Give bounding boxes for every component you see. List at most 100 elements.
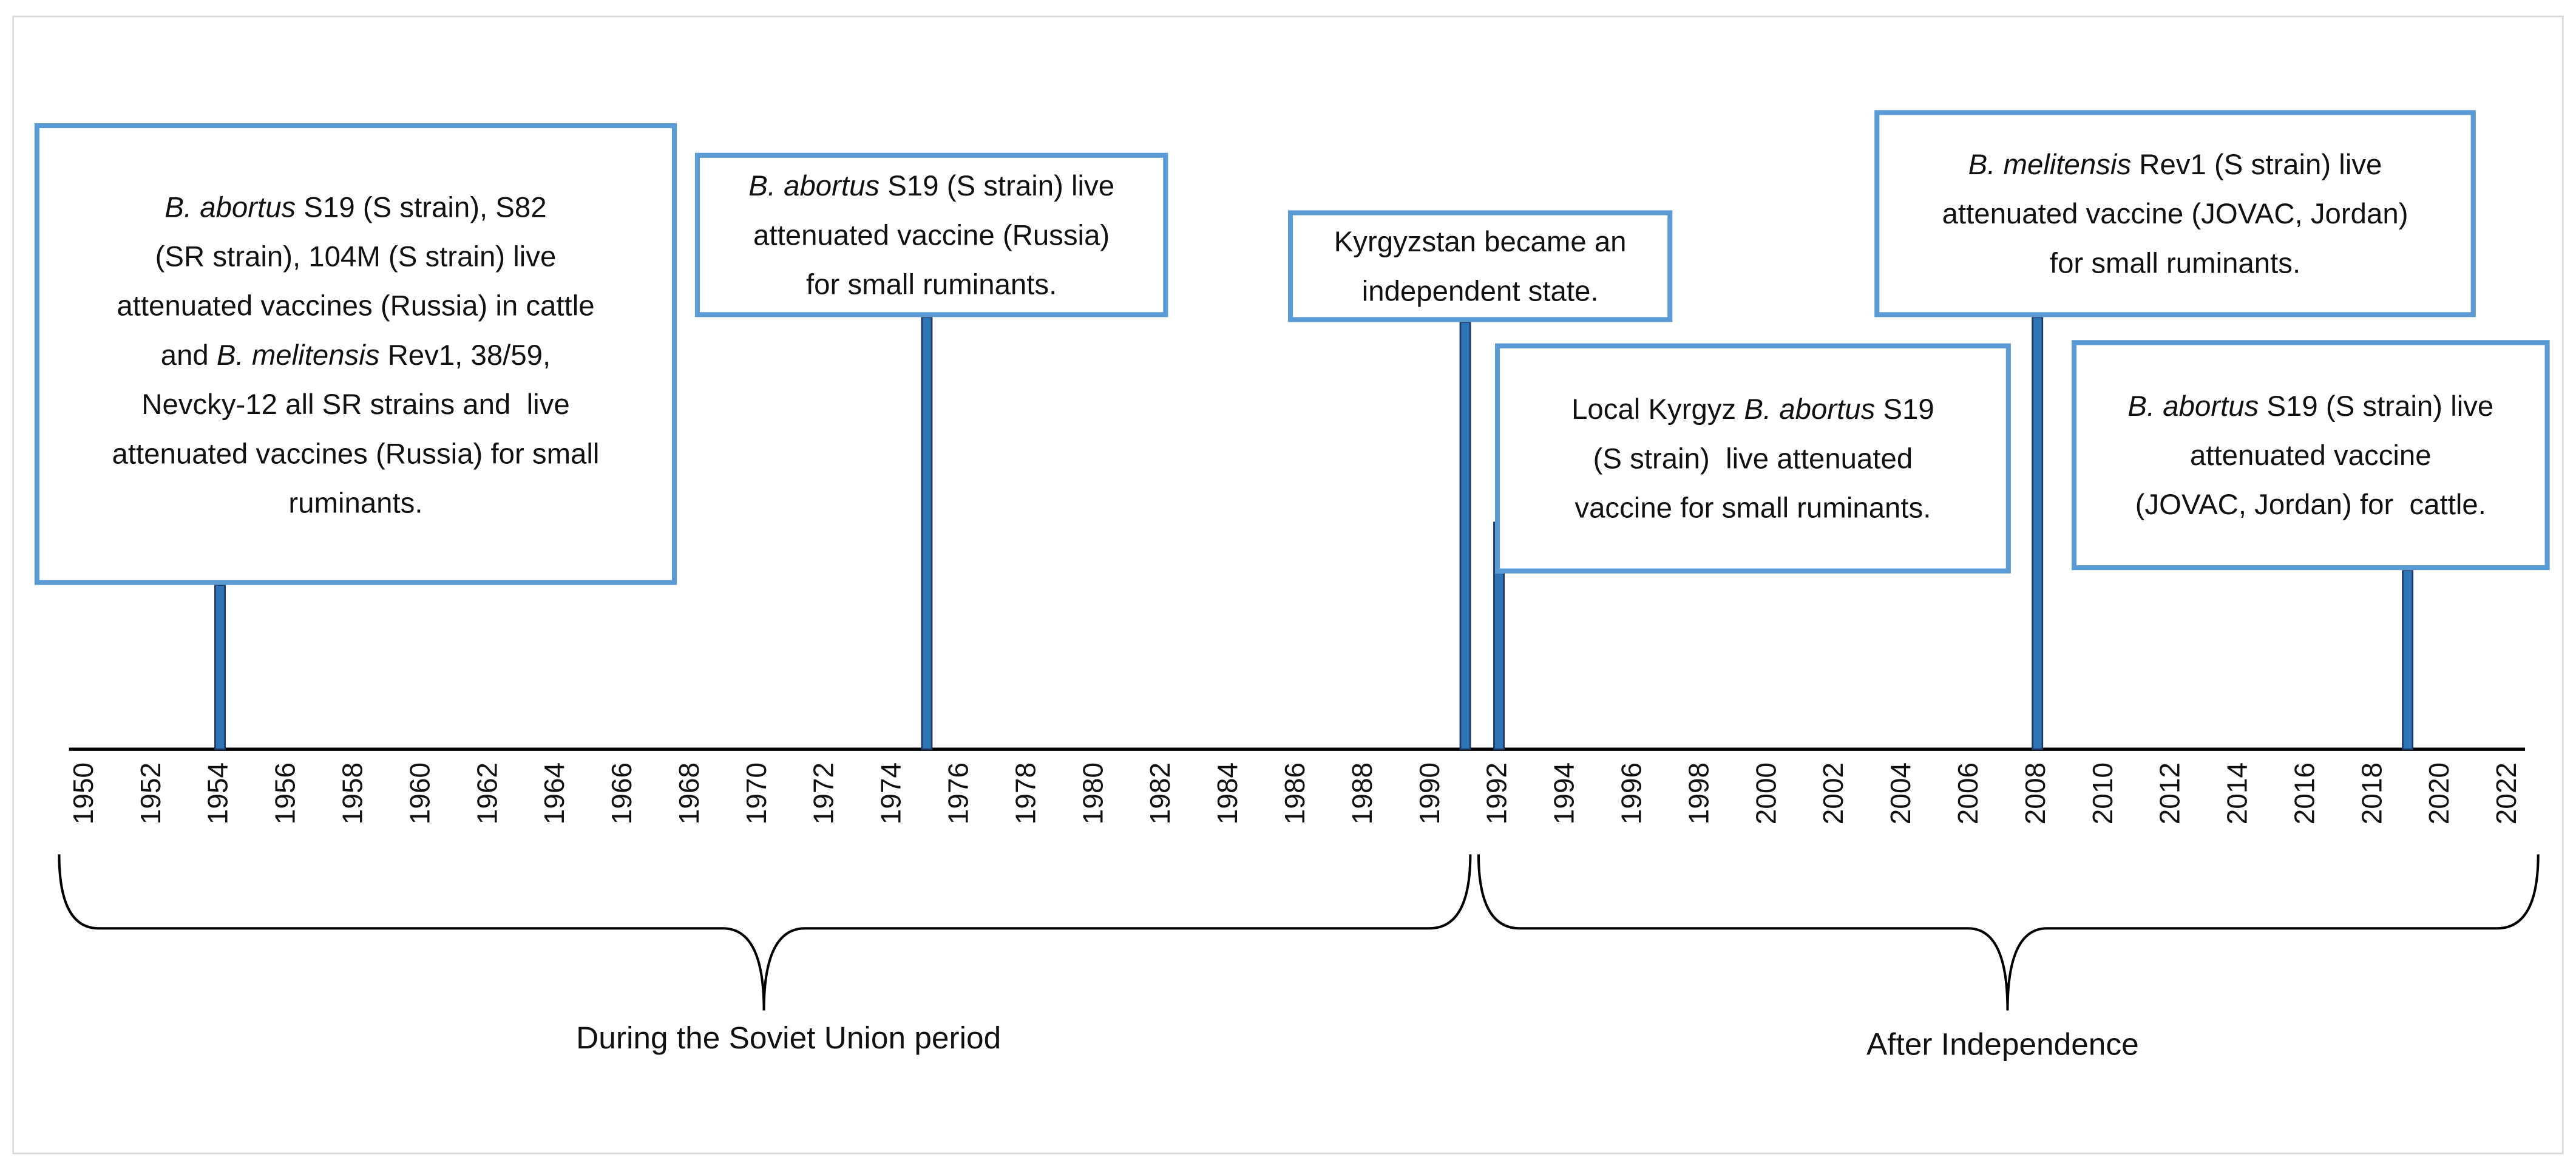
x-tick-label: 2006 (1952, 762, 1984, 824)
event-text-line: and B. melitensis Rev1, 38/59, (161, 330, 551, 379)
x-tick-label: 1952 (135, 762, 166, 824)
x-tick-label: 1978 (1009, 762, 1041, 824)
x-tick-label: 1966 (606, 762, 637, 824)
x-tick-label: 1958 (336, 762, 368, 824)
event-text-line: (S strain) live attenuated (1593, 434, 1913, 483)
event-text: B. melitensis (1968, 148, 2132, 181)
event-text: Rev1 (S strain) live (2131, 148, 2382, 181)
period-label: During the Soviet Union period (576, 1020, 1001, 1055)
x-tick-label: 1992 (1481, 762, 1513, 824)
event-text: (SR strain), 104M (S strain) live (155, 239, 557, 272)
event-text-line: B. abortus S19 (S strain) live (2127, 381, 2493, 430)
event-text-line: for small ruminants. (2050, 238, 2300, 287)
event-bar (2402, 569, 2414, 750)
event-text: B. abortus (1744, 392, 1876, 426)
event-text-line: B. abortus S19 (S strain) live (748, 161, 1114, 210)
event-text: independent state. (1361, 274, 1599, 308)
x-tick-label: 2002 (1817, 762, 1849, 824)
x-tick-label: 1988 (1346, 762, 1378, 824)
event-text: S19 (S strain), S82 (296, 189, 547, 223)
event-text: B. abortus (748, 169, 880, 202)
x-tick-label: 1964 (538, 762, 570, 824)
event-text: attenuated vaccine (2189, 438, 2432, 472)
event-text: Rev1, 38/59, (379, 338, 551, 371)
event-text-line: Kyrgyzstan became an (1334, 217, 1627, 266)
x-tick-label: 1994 (1548, 762, 1580, 824)
x-tick-label: 1970 (741, 762, 772, 824)
event-box: B. melitensis Rev1 (S strain) live attenu… (1874, 110, 2476, 317)
event-text-line: Local Kyrgyz B. abortus S19 (1571, 384, 1934, 433)
event-text-line: (SR strain), 104M (S strain) live (155, 231, 557, 280)
event-text-line: ruminants. (288, 477, 422, 526)
x-tick-label: 1950 (67, 762, 99, 824)
event-text-line: for small ruminants. (806, 260, 1057, 309)
event-text: (JOVAC, Jordan) for cattle. (2135, 487, 2486, 521)
event-text: vaccine for small ruminants. (1574, 491, 1931, 525)
event-bar (921, 316, 933, 750)
x-tick-label: 1980 (1077, 762, 1108, 824)
event-text-line: attenuated vaccine (JOVAC, Jordan) (1942, 189, 2408, 238)
event-box: B. abortus S19 (S strain), S82 (SR strain… (34, 123, 677, 585)
x-tick-label: 2018 (2356, 762, 2387, 824)
event-text: attenuated vaccine (Russia) (753, 218, 1110, 252)
x-tick-label: 1972 (808, 762, 839, 824)
x-tick-label: 1974 (875, 762, 907, 824)
x-tick-label: 2020 (2423, 762, 2455, 824)
event-text: attenuated vaccine (JOVAC, Jordan) (1942, 197, 2408, 230)
x-tick-label: 1956 (269, 762, 301, 824)
event-text-line: attenuated vaccine (2190, 430, 2432, 480)
x-tick-label: 2014 (2222, 762, 2253, 824)
x-tick-label: 1998 (1683, 762, 1714, 824)
event-bar (2032, 316, 2044, 750)
event-text-line: attenuated vaccines (Russia) in cattle (117, 280, 594, 329)
x-tick-label: 1960 (404, 762, 435, 824)
x-tick-label: 1996 (1615, 762, 1647, 824)
event-text: B. melitensis (216, 338, 380, 371)
x-tick-label: 1984 (1212, 762, 1243, 824)
x-tick-label: 1962 (471, 762, 503, 824)
x-tick-label: 2016 (2288, 762, 2320, 824)
event-box: B. abortus S19 (S strain) live attenuated… (2072, 340, 2550, 571)
event-text-line: B. melitensis Rev1 (S strain) live (1968, 140, 2382, 189)
event-bar (214, 584, 226, 750)
event-text-line: vaccine for small ruminants. (1574, 483, 1931, 532)
event-text: S19 (S strain) live (2259, 389, 2494, 423)
event-text: S19 (S strain) live (880, 169, 1115, 202)
x-tick-label: 1976 (943, 762, 974, 824)
event-text: and (160, 338, 217, 371)
event-text-line: attenuated vaccines (Russia) for small (112, 428, 600, 477)
event-text: Kyrgyzstan became an (1334, 225, 1627, 258)
event-text: for small ruminants. (2049, 246, 2301, 280)
event-text: (S strain) live attenuated (1593, 442, 1913, 475)
event-text-line: (JOVAC, Jordan) for cattle. (2135, 480, 2486, 529)
event-text: B. abortus (164, 189, 296, 223)
x-tick-label: 2008 (2019, 762, 2051, 824)
event-text-line: attenuated vaccine (Russia) (753, 210, 1110, 259)
event-text: for small ruminants. (806, 268, 1057, 301)
frame (12, 15, 2564, 1155)
x-tick-label: 2010 (2087, 762, 2118, 824)
event-text-line: Nevcky-12 all SR strains and live (141, 379, 569, 428)
event-text: attenuated vaccines (Russia) in cattle (117, 288, 595, 322)
event-text: S19 (1875, 392, 1934, 426)
period-label: After Independence (1866, 1027, 2139, 1062)
event-text-line: independent state. (1362, 266, 1599, 315)
event-text: Local Kyrgyz (1571, 392, 1744, 426)
event-box: B. abortus S19 (S strain) live attenuated… (694, 152, 1168, 317)
x-tick-label: 2022 (2490, 762, 2522, 824)
x-tick-label: 2004 (1885, 762, 1916, 824)
event-text: attenuated vaccines (Russia) for small (112, 436, 600, 469)
x-tick-label: 1990 (1414, 762, 1445, 824)
period-brace (58, 854, 1472, 1011)
marks: 1950 1952 1954 1956 1958 1960 1962 1964 1966 1968… (67, 316, 2526, 824)
x-tick-label: 1954 (202, 762, 234, 824)
event-box: Local Kyrgyz B. abortus S19 (S strain) li… (1495, 343, 2011, 574)
event-box: Kyrgyzstan became an independent state. (1287, 210, 1673, 322)
event-bar (1459, 321, 1471, 750)
x-tick-label: 1982 (1144, 762, 1176, 824)
x-tick-label: 2000 (1750, 762, 1781, 824)
event-text-line: B. abortus S19 (S strain), S82 (164, 182, 546, 231)
